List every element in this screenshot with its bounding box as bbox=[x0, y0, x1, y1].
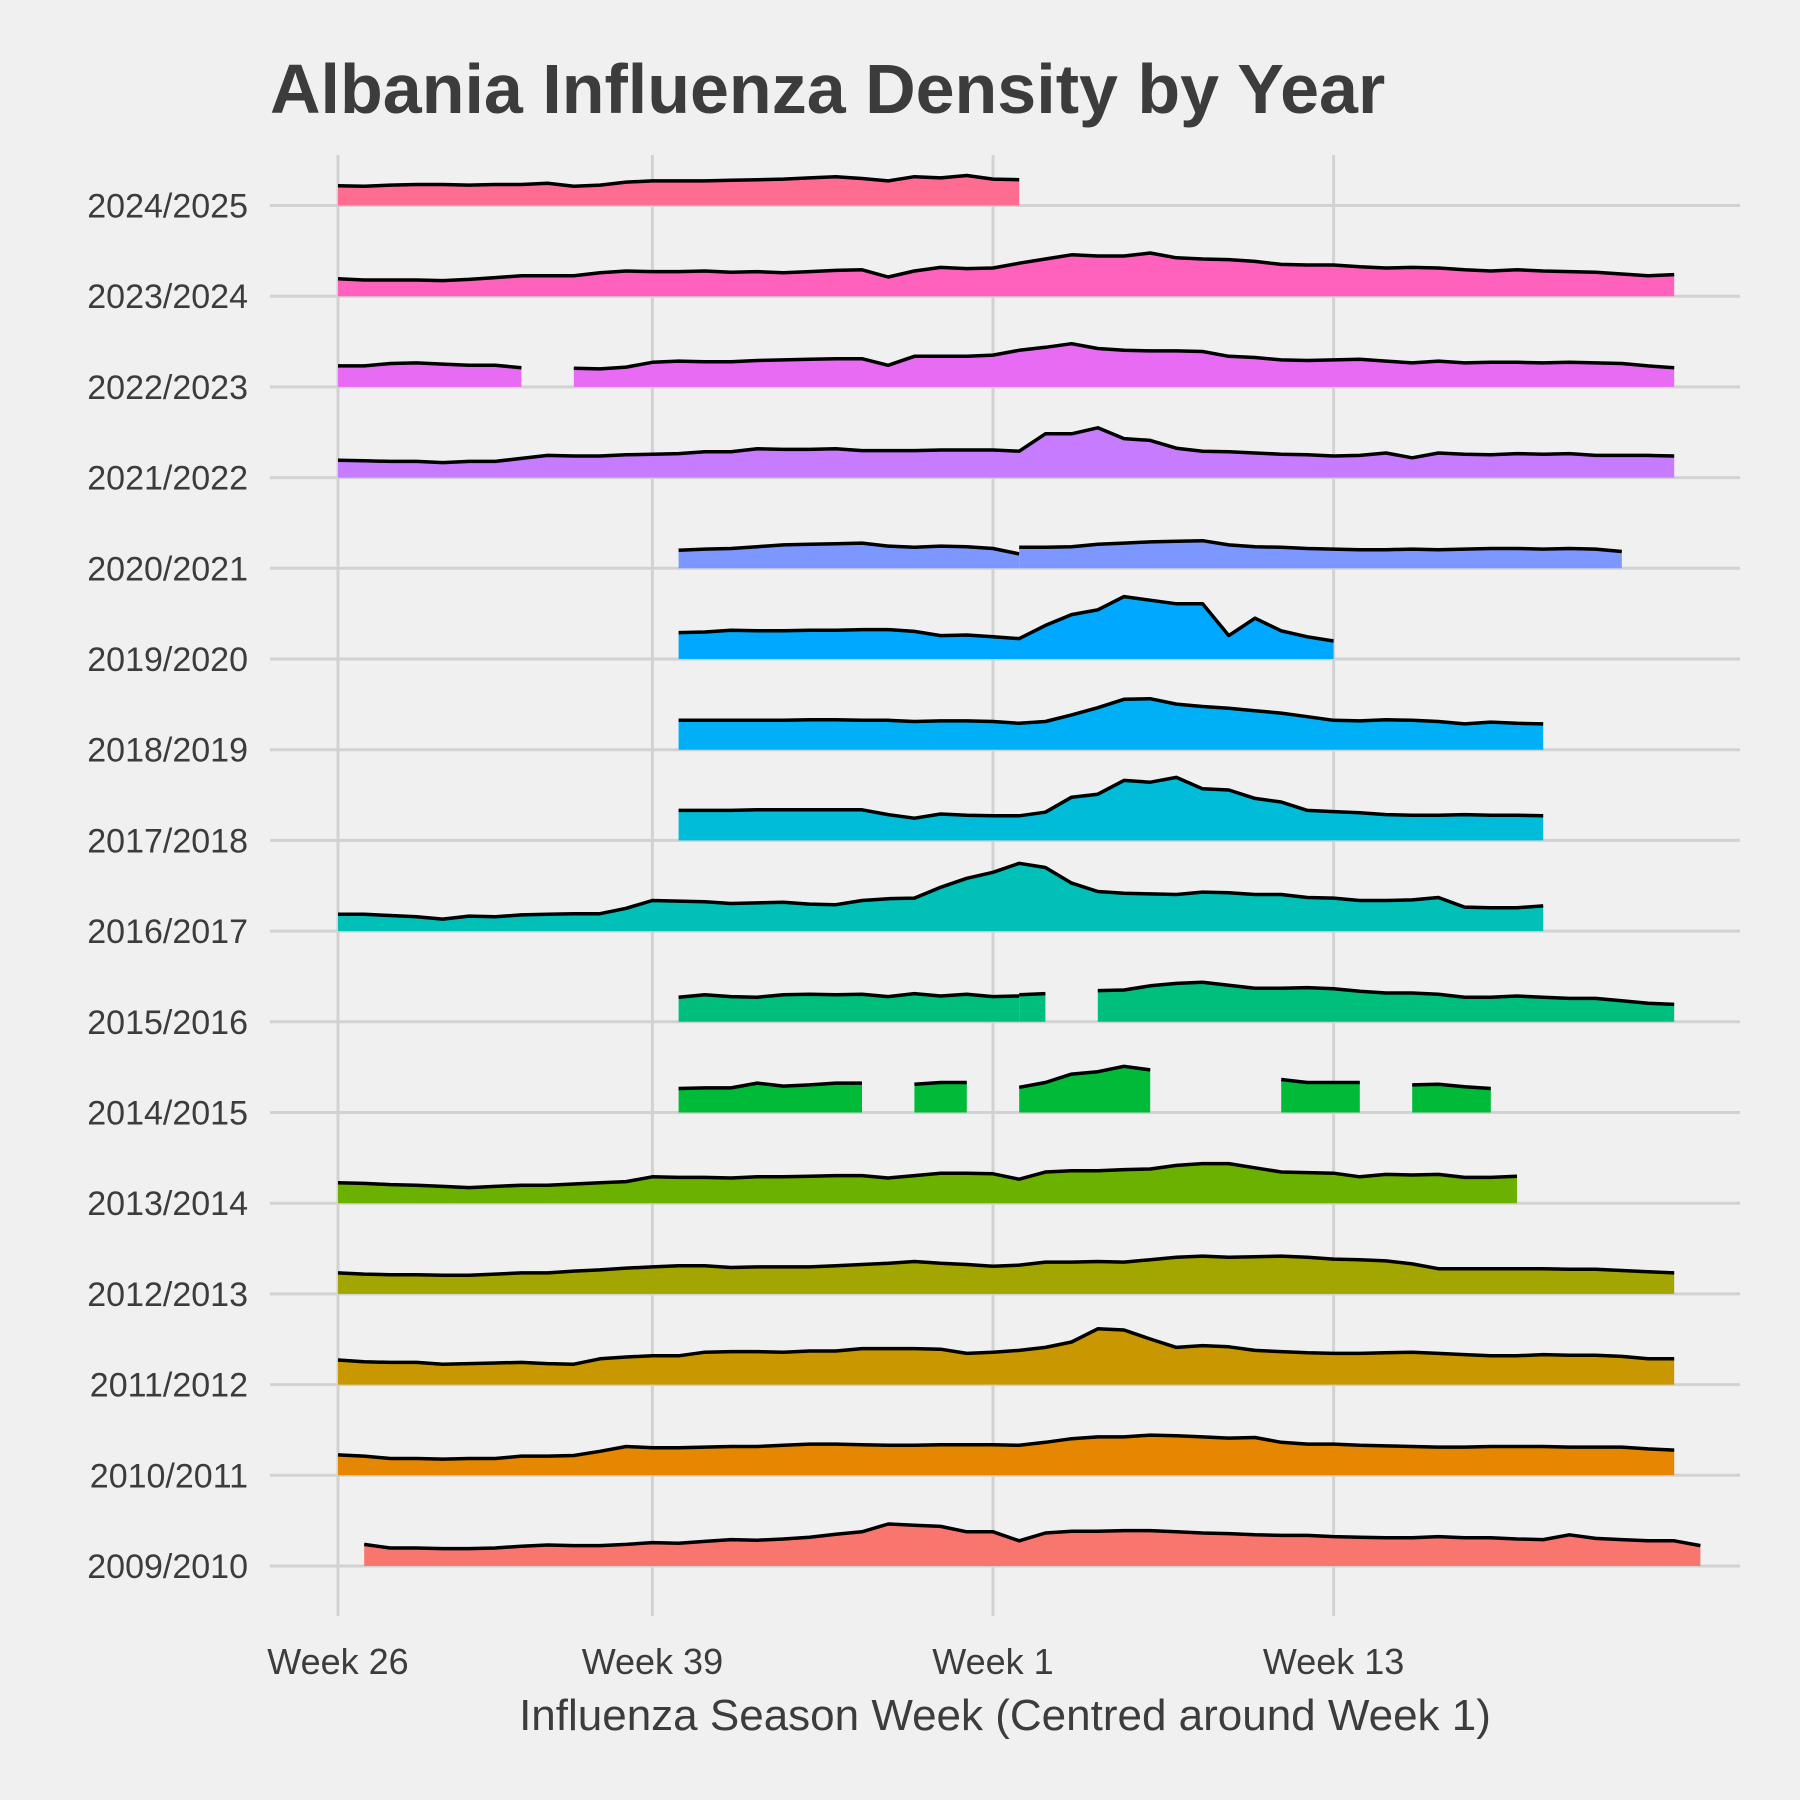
ridge-area bbox=[338, 1256, 1675, 1294]
y-label-2014-2015: 2014/2015 bbox=[87, 1095, 248, 1133]
ridge-area bbox=[364, 1524, 1701, 1566]
ridge-area bbox=[678, 1083, 862, 1113]
ridge-2018-2019 bbox=[678, 696, 1544, 750]
ridge-outline bbox=[1281, 1077, 1360, 1085]
ridge-area bbox=[1281, 1079, 1360, 1113]
x-tick-label: Week 39 bbox=[582, 1641, 723, 1682]
ridge-2013-2014 bbox=[337, 1161, 1518, 1204]
ridge-2019-2020 bbox=[678, 594, 1334, 659]
ridge-2023-2024 bbox=[337, 251, 1675, 297]
ridge-2021-2022 bbox=[337, 426, 1675, 478]
ridge-area bbox=[1412, 1084, 1491, 1113]
ridge-outline bbox=[678, 696, 1544, 726]
y-label-2009-2010: 2009/2010 bbox=[87, 1548, 248, 1586]
ridge-area bbox=[1019, 1066, 1151, 1113]
y-label-2011-2012: 2011/2012 bbox=[90, 1367, 248, 1405]
y-label-2023-2024: 2023/2024 bbox=[87, 278, 248, 316]
ridge-2011-2012 bbox=[337, 1327, 1675, 1385]
ridge-area bbox=[1019, 540, 1622, 569]
ridge-2017-2018 bbox=[678, 775, 1544, 841]
ridge-area bbox=[338, 1328, 1675, 1385]
ridge-area bbox=[338, 427, 1675, 478]
y-label-2015-2016: 2015/2016 bbox=[87, 1004, 248, 1042]
ridge-outline bbox=[363, 1522, 1701, 1551]
ridge-outline bbox=[1019, 991, 1046, 997]
y-label-2013-2014: 2013/2014 bbox=[87, 1185, 248, 1223]
ridge-outline bbox=[337, 1327, 1675, 1366]
ridge-outline bbox=[678, 1081, 862, 1091]
ridge-outline bbox=[1097, 980, 1675, 1007]
ridge-outline bbox=[1412, 1082, 1491, 1091]
ridge-2020-2021 bbox=[678, 538, 1622, 569]
ridge-2022-2023 bbox=[338, 341, 1675, 387]
ridge-area bbox=[678, 596, 1334, 659]
ridge-outline bbox=[337, 1161, 1518, 1190]
ridge-2014-2015 bbox=[678, 1064, 1491, 1113]
ridge-area bbox=[338, 362, 522, 387]
ridge-2009-2010 bbox=[363, 1522, 1701, 1566]
x-axis-ticks: Week 26 Week 39 Week 1 Week 13 bbox=[267, 1641, 1404, 1682]
ridge-outline bbox=[1018, 1064, 1151, 1090]
ridge-area bbox=[914, 1082, 967, 1113]
ridge-outline bbox=[1019, 538, 1622, 554]
ridge-area bbox=[573, 343, 1675, 387]
y-label-2022-2023: 2022/2023 bbox=[87, 369, 248, 407]
ridge-outline bbox=[678, 775, 1544, 820]
ridge-outline bbox=[573, 341, 1675, 371]
x-axis-title: Influenza Season Week (Centred around We… bbox=[519, 1691, 1491, 1740]
y-label-2012-2013: 2012/2013 bbox=[87, 1276, 248, 1314]
ridge-outline bbox=[914, 1080, 967, 1087]
y-label-2024-2025: 2024/2025 bbox=[87, 188, 248, 226]
x-tick-label: Week 1 bbox=[932, 1641, 1053, 1682]
y-label-2019-2020: 2019/2020 bbox=[87, 641, 248, 679]
ridge-outline bbox=[337, 173, 1020, 189]
y-axis-labels: 2009/2010 2010/2011 2011/2012 2012/2013 2013… bbox=[87, 188, 248, 1587]
ridge-2015-2016 bbox=[678, 980, 1675, 1022]
ridge-outline bbox=[337, 1254, 1675, 1278]
ridge-outline bbox=[678, 541, 1020, 556]
ridge-area bbox=[678, 543, 1020, 569]
ridges bbox=[337, 173, 1701, 1566]
ridge-area bbox=[678, 698, 1544, 750]
ridge-outline bbox=[337, 426, 1675, 465]
ridge-area bbox=[1019, 993, 1046, 1022]
ridge-outline bbox=[337, 1433, 1675, 1461]
y-label-2021-2022: 2021/2022 bbox=[87, 460, 248, 498]
x-tick-label: Week 26 bbox=[267, 1641, 408, 1682]
y-label-2017-2018: 2017/2018 bbox=[87, 822, 248, 860]
ridge-area bbox=[338, 1163, 1517, 1204]
chart-title: Albania Influenza Density by Year bbox=[270, 50, 1385, 128]
ridge-area bbox=[1097, 982, 1675, 1022]
ridge-area bbox=[338, 863, 1544, 932]
ridge-area bbox=[678, 993, 1020, 1022]
ridge-2016-2017 bbox=[338, 861, 1544, 932]
y-label-2018-2019: 2018/2019 bbox=[87, 732, 248, 770]
y-label-2010-2011: 2010/2011 bbox=[90, 1457, 248, 1495]
ridge-outline bbox=[678, 594, 1334, 643]
y-label-2016-2017: 2016/2017 bbox=[87, 913, 248, 951]
ridge-outline bbox=[338, 361, 522, 370]
ridge-outline bbox=[338, 861, 1544, 921]
ridge-area bbox=[678, 777, 1544, 841]
ridge-outline bbox=[337, 251, 1675, 283]
y-label-2020-2021: 2020/2021 bbox=[87, 550, 248, 588]
ridge-2012-2013 bbox=[337, 1254, 1675, 1294]
ridge-2024-2025 bbox=[337, 173, 1020, 206]
ridge-2010-2011 bbox=[337, 1433, 1675, 1476]
ridge-area bbox=[338, 175, 1020, 206]
ridge-outline bbox=[678, 991, 1020, 999]
ridge-area bbox=[338, 253, 1675, 297]
x-tick-label: Week 13 bbox=[1263, 1641, 1404, 1682]
